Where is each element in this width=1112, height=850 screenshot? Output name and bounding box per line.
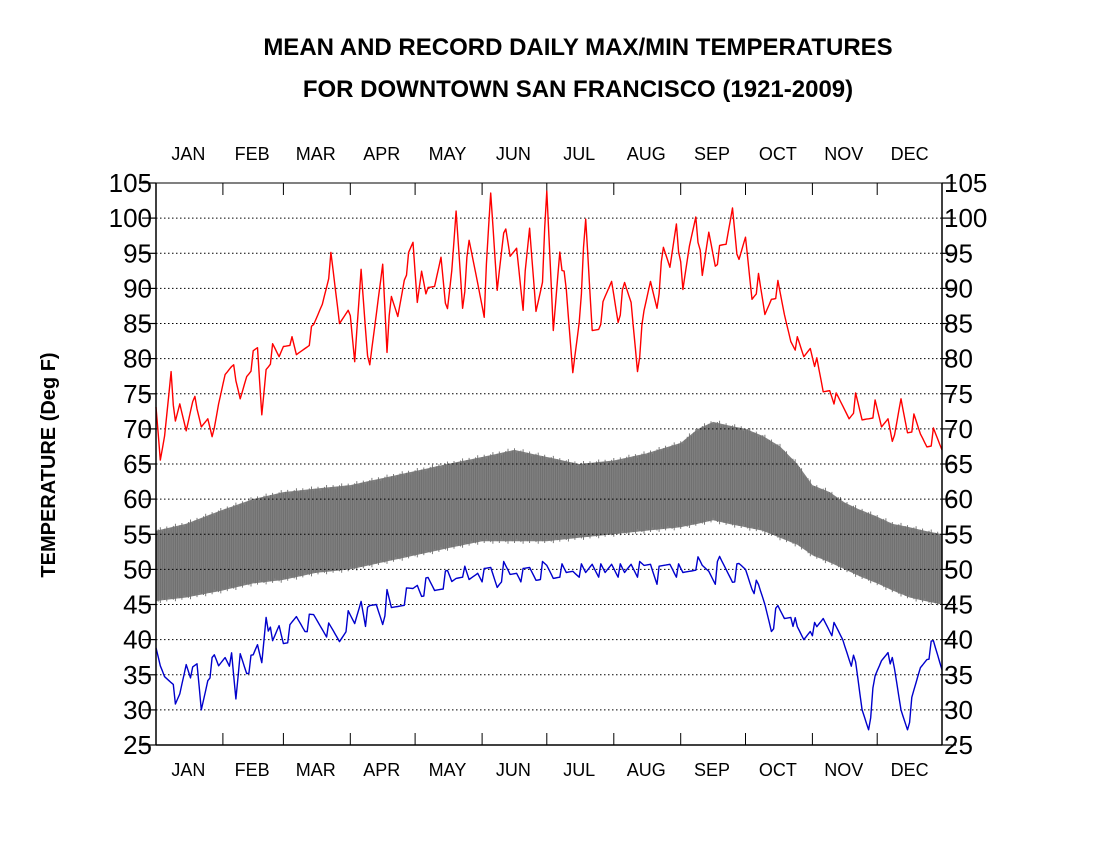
record-max-line [155,190,943,461]
month-label-bottom-feb: FEB [235,760,270,780]
right-tick-label-1: 30 [944,695,973,725]
right-tick-label-9: 70 [944,414,973,444]
month-label-top-dec: DEC [891,144,929,164]
month-label-top-aug: AUG [627,144,666,164]
right-tick-label-8: 65 [944,449,973,479]
left-tick-label-14: 95 [123,238,152,268]
month-label-bottom-jan: JAN [171,760,205,780]
month-label-bottom-dec: DEC [891,760,929,780]
month-label-top-jun: JUN [496,144,531,164]
left-tick-label-3: 40 [123,625,152,655]
month-label-top-apr: APR [363,144,400,164]
y-axis-label: TEMPERATURE (Deg F) [38,352,60,577]
month-label-bottom-mar: MAR [296,760,336,780]
right-tick-label-13: 90 [944,273,973,303]
left-tick-label-10: 75 [123,379,152,409]
month-label-bottom-aug: AUG [627,760,666,780]
chart-title: MEAN AND RECORD DAILY MAX/MIN TEMPERATUR… [263,34,892,61]
month-label-bottom-jun: JUN [496,760,531,780]
month-label-top-feb: FEB [235,144,270,164]
left-tick-label-11: 80 [123,344,152,374]
month-labels: JAN JAN FEB FEB MAR MAR APR APR MAY MAY JUN JUN JUL J… [171,144,928,780]
record-min-line [155,555,943,731]
right-tick-label-7: 60 [944,484,973,514]
left-tick-label-0: 25 [123,730,152,760]
right-tick-label-16: 105 [944,168,987,198]
left-tick-label-16: 105 [109,168,152,198]
left-tick-label-4: 45 [123,590,152,620]
right-tick-label-14: 95 [944,238,973,268]
left-tick-label-12: 85 [123,309,152,339]
right-tick-label-10: 75 [944,379,973,409]
right-tick-label-5: 50 [944,554,973,584]
right-tick-label-2: 35 [944,660,973,690]
month-label-top-sep: SEP [694,144,730,164]
left-tick-label-2: 35 [123,660,152,690]
left-tick-label-15: 100 [109,203,152,233]
left-tick-label-9: 70 [123,414,152,444]
gridlines [156,183,942,745]
right-tick-label-15: 100 [944,203,987,233]
right-tick-label-0: 25 [944,730,973,760]
month-label-top-mar: MAR [296,144,336,164]
right-tick-label-3: 40 [944,625,973,655]
chart-subtitle: FOR DOWNTOWN SAN FRANCISCO (1921-2009) [303,76,853,103]
right-tick-label-11: 80 [944,344,973,374]
left-tick-label-8: 65 [123,449,152,479]
left-tick-label-13: 90 [123,273,152,303]
axis-ticks: 25 25 30 30 35 35 40 40 45 45 50 50 55 55 60 60 65 65 70 70… [109,168,988,760]
month-label-bottom-oct: OCT [759,760,797,780]
month-label-bottom-jul: JUL [563,760,595,780]
month-label-bottom-may: MAY [429,760,467,780]
month-label-top-may: MAY [429,144,467,164]
left-tick-label-1: 30 [123,695,152,725]
series-lines [155,190,943,731]
right-tick-label-4: 45 [944,590,973,620]
mean-band [155,420,943,606]
left-tick-label-5: 50 [123,554,152,584]
month-label-top-jul: JUL [563,144,595,164]
right-tick-label-6: 55 [944,519,973,549]
left-tick-label-7: 60 [123,484,152,514]
right-tick-label-12: 85 [944,309,973,339]
left-tick-label-6: 55 [123,519,152,549]
month-label-top-jan: JAN [171,144,205,164]
month-label-bottom-nov: NOV [824,760,863,780]
month-label-bottom-apr: APR [363,760,400,780]
month-label-top-nov: NOV [824,144,863,164]
month-label-bottom-sep: SEP [694,760,730,780]
month-label-top-oct: OCT [759,144,797,164]
